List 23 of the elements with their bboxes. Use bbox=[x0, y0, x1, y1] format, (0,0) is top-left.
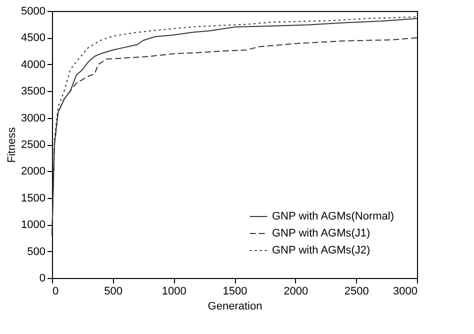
legend-label: GNP with AGMs(J1) bbox=[272, 228, 370, 240]
y-tick-label: 0 bbox=[39, 272, 46, 284]
y-tick-label: 500 bbox=[27, 246, 46, 258]
x-tick-label: 3000 bbox=[393, 286, 418, 298]
x-axis-title: Generation bbox=[208, 300, 262, 312]
x-tick-label: 2000 bbox=[284, 286, 308, 298]
y-axis-title: Fitness bbox=[6, 126, 18, 163]
legend-label: GNP with AGMs(Normal) bbox=[272, 210, 394, 222]
x-tick-label: 2500 bbox=[344, 286, 369, 298]
x-tick-label: 0 bbox=[52, 286, 59, 298]
x-tick-label: 1500 bbox=[222, 286, 248, 298]
y-tick-label: 2000 bbox=[21, 166, 46, 178]
y-tick-label: 5000 bbox=[21, 6, 46, 18]
y-tick-label: 4000 bbox=[21, 58, 46, 71]
y-tick-label: 1500 bbox=[21, 192, 46, 204]
y-tick-label: 3500 bbox=[21, 86, 46, 98]
y-tick-label: 3000 bbox=[21, 112, 46, 124]
legend-label: GNP with AGMs(J2) bbox=[272, 244, 370, 256]
y-tick-label: 2500 bbox=[21, 139, 46, 151]
x-tick-label: 1000 bbox=[162, 286, 186, 298]
x-tick-label: 500 bbox=[104, 286, 123, 298]
y-tick-label: 1000 bbox=[21, 219, 46, 232]
y-tick-label: 4500 bbox=[21, 32, 46, 44]
